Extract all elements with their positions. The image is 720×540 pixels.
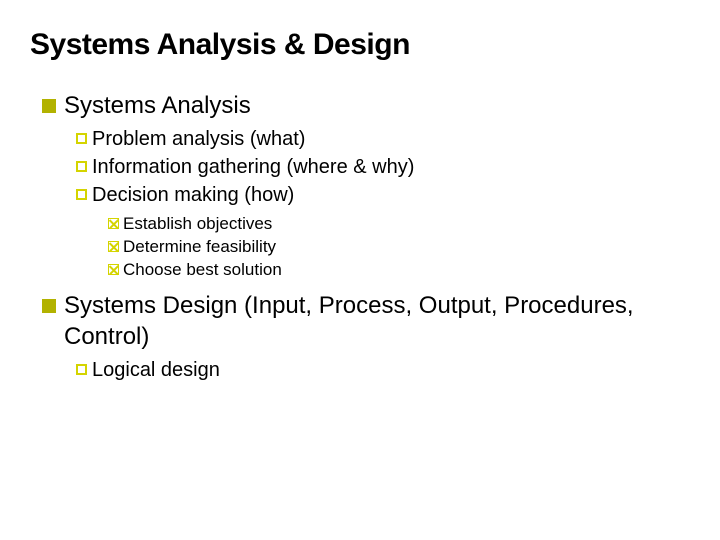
outlined-square-icon: [76, 133, 87, 144]
item-determine-feasibility: Determine feasibility: [108, 236, 690, 259]
crossed-square-icon: [108, 264, 119, 275]
outlined-square-icon: [76, 161, 87, 172]
square-bullet-icon: [42, 299, 56, 313]
level3-label: Establish objectives: [123, 213, 272, 236]
item-decision-making: Decision making (how): [76, 182, 690, 209]
level2-label: Information gathering (where & why): [92, 154, 414, 181]
item-problem-analysis: Problem analysis (what): [76, 126, 690, 153]
level3-label: Determine feasibility: [123, 236, 276, 259]
level2-label: Logical design: [92, 357, 220, 384]
crossed-square-icon: [108, 218, 119, 229]
level2-label: Decision making (how): [92, 182, 294, 209]
outlined-square-icon: [76, 364, 87, 375]
section-systems-design: Systems Design (Input, Process, Output, …: [42, 290, 690, 352]
item-information-gathering: Information gathering (where & why): [76, 154, 690, 181]
item-establish-objectives: Establish objectives: [108, 213, 690, 236]
item-choose-best-solution: Choose best solution: [108, 259, 690, 282]
slide-title: Systems Analysis & Design: [30, 28, 690, 62]
item-logical-design: Logical design: [76, 357, 690, 384]
level2-label: Problem analysis (what): [92, 126, 305, 153]
square-bullet-icon: [42, 99, 56, 113]
crossed-square-icon: [108, 241, 119, 252]
level1-label: Systems Analysis: [64, 90, 251, 121]
level3-label: Choose best solution: [123, 259, 282, 282]
outlined-square-icon: [76, 189, 87, 200]
section-systems-analysis: Systems Analysis: [42, 90, 690, 121]
level1-label: Systems Design (Input, Process, Output, …: [64, 290, 690, 352]
